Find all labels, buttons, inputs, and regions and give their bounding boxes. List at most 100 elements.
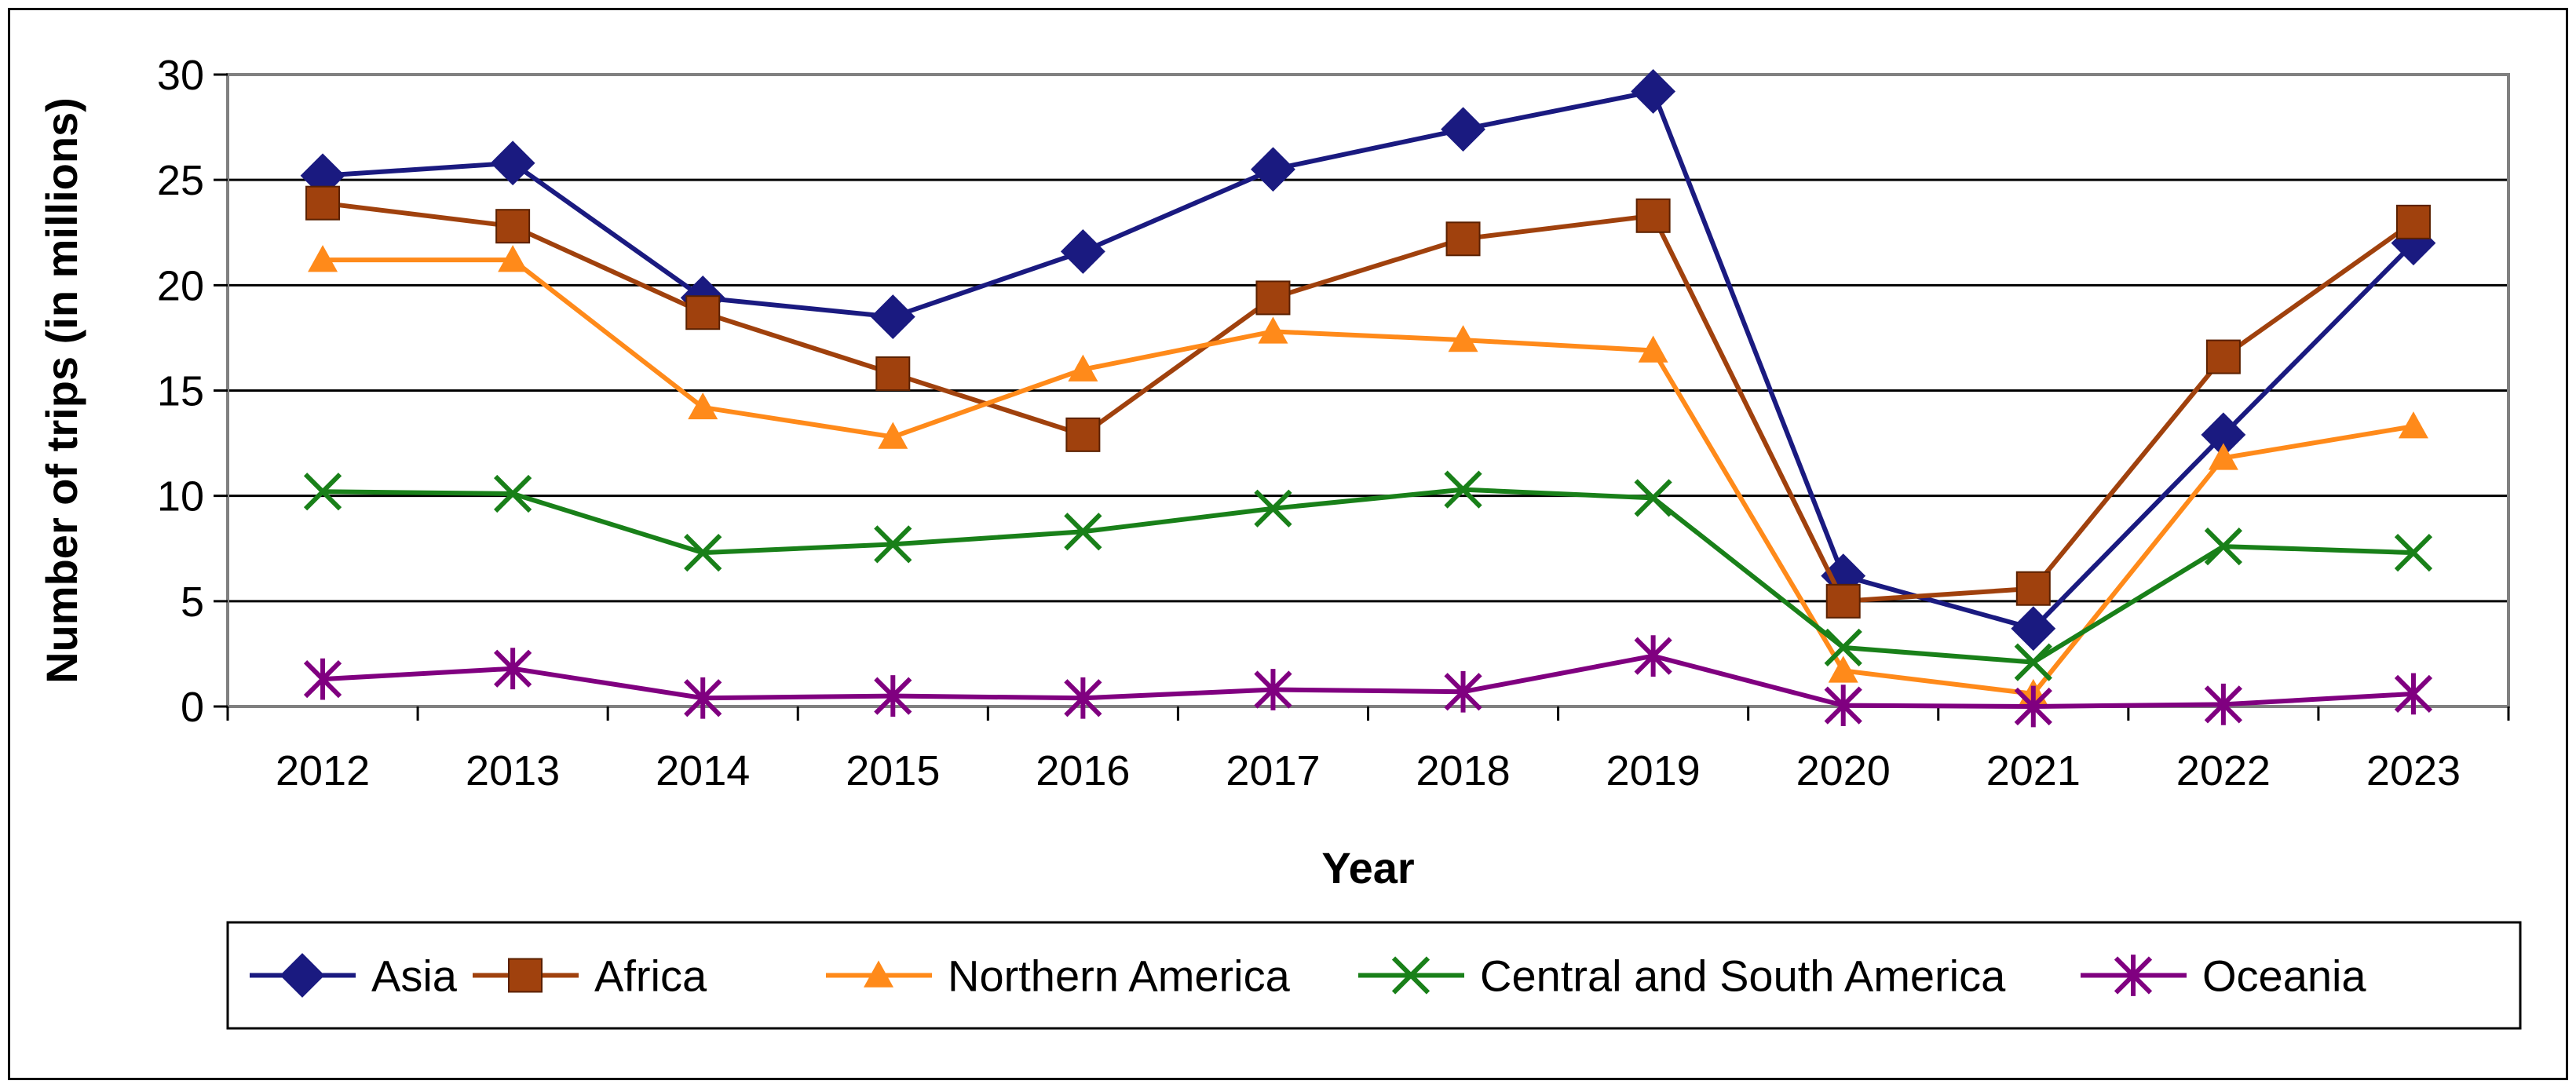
x-tick-label: 2015	[846, 747, 940, 794]
data-point-northern-america	[2398, 411, 2428, 439]
data-point-africa	[2015, 571, 2051, 606]
legend-item-central-and-south-america: Central and South America	[1358, 951, 2006, 1001]
data-point-central-and-south-america	[1444, 470, 1482, 509]
legend-swatch-marker	[2114, 955, 2153, 996]
data-point-northern-america	[2208, 443, 2238, 470]
data-point-oceania	[2394, 673, 2433, 715]
series-line-northern-america	[323, 257, 2414, 696]
data-point-central-and-south-america	[1634, 479, 1672, 517]
data-point-northern-america	[498, 245, 528, 272]
y-tick-label: 5	[181, 579, 204, 626]
data-point-oceania	[2014, 685, 2052, 728]
chart-frame	[8, 8, 2568, 1080]
data-point-asia	[1441, 107, 1485, 152]
data-point-northern-america	[1828, 655, 1858, 683]
legend-swatch-marker	[280, 953, 325, 998]
data-point-asia	[870, 294, 915, 339]
x-tick-label: 2020	[1796, 747, 1891, 794]
data-point-africa	[1635, 198, 1671, 233]
data-point-africa	[2205, 339, 2241, 374]
data-point-central-and-south-america	[2204, 527, 2243, 566]
y-tick-label: 0	[181, 684, 204, 731]
data-point-central-and-south-america	[494, 474, 532, 513]
data-point-central-and-south-america	[1064, 513, 1102, 551]
series-line-africa	[322, 200, 2415, 604]
data-point-africa	[1255, 280, 1291, 316]
x-tick-label: 2017	[1226, 747, 1320, 794]
legend-label: Central and South America	[1480, 951, 2006, 1001]
series-line-central-and-south-america	[323, 487, 2414, 665]
legend-label: Asia	[371, 951, 458, 1001]
series-central-and-south-america	[303, 470, 2433, 681]
series-oceania	[303, 635, 2433, 728]
x-tick-label: 2012	[276, 747, 370, 794]
x-tick-label: 2023	[2366, 747, 2461, 794]
data-point-northern-america	[308, 245, 338, 272]
data-point-asia	[1060, 228, 1105, 274]
data-point-oceania	[1064, 677, 1102, 719]
data-point-central-and-south-america	[2394, 533, 2433, 572]
data-point-oceania	[684, 677, 722, 719]
data-point-africa	[1445, 221, 1481, 257]
data-point-oceania	[1824, 685, 1862, 727]
y-tick-label: 25	[157, 157, 204, 204]
data-point-northern-america	[1258, 316, 1288, 344]
data-point-central-and-south-america	[303, 473, 342, 511]
legend-swatch-marker	[1391, 956, 1431, 995]
grid-lines	[228, 178, 2508, 603]
data-point-oceania	[2204, 683, 2243, 725]
data-point-oceania	[1254, 669, 1292, 710]
data-point-oceania	[1634, 635, 1672, 677]
x-tick-label: 2018	[1416, 747, 1510, 794]
data-point-central-and-south-america	[1254, 489, 1292, 528]
legend-label: Northern America	[948, 951, 1291, 1001]
y-tick-label: 10	[157, 473, 204, 520]
data-point-oceania	[1444, 670, 1482, 713]
x-tick-label: 2021	[1986, 747, 2081, 794]
legend-swatch-marker	[508, 958, 543, 993]
legend-label: Africa	[594, 951, 707, 1001]
data-point-africa	[1065, 417, 1101, 452]
data-point-oceania	[874, 675, 912, 717]
data-point-asia	[2011, 606, 2056, 652]
y-tick-label: 15	[157, 368, 204, 415]
x-tick-label: 2016	[1036, 747, 1130, 794]
data-point-central-and-south-america	[874, 525, 912, 564]
series-northern-america	[308, 245, 2428, 706]
legend-item-africa: Africa	[473, 951, 707, 1001]
data-point-asia	[1631, 69, 1676, 114]
data-point-africa	[1825, 583, 1861, 619]
data-point-africa	[305, 185, 341, 221]
data-point-central-and-south-america	[2014, 643, 2052, 681]
legend-item-asia: Asia	[250, 951, 458, 1001]
data-point-asia	[1251, 147, 1295, 192]
x-tick-label: 2014	[656, 747, 750, 794]
legend-swatch-marker	[864, 960, 893, 988]
data-point-oceania	[303, 658, 342, 700]
legend-label: Oceania	[2202, 951, 2366, 1001]
x-axis-title: Year	[1321, 843, 1414, 893]
legend-item-northern-america: Northern America	[826, 951, 1291, 1001]
data-point-northern-america	[1068, 354, 1098, 382]
data-point-africa	[875, 356, 911, 392]
data-point-central-and-south-america	[1824, 628, 1862, 666]
data-point-northern-america	[1638, 335, 1668, 363]
legend-items: Asia Africa Northern America Central and So…	[250, 951, 2366, 1001]
legend-item-oceania: Oceania	[2081, 951, 2366, 1001]
data-point-africa	[2395, 204, 2431, 239]
y-axis-title: Number of trips (in millions)	[37, 97, 86, 684]
data-point-northern-america	[878, 422, 908, 449]
data-point-asia	[490, 141, 535, 186]
series-africa	[305, 185, 2431, 619]
data-point-africa	[685, 295, 721, 330]
series-asia	[300, 69, 2436, 652]
x-tick-label: 2022	[2176, 747, 2271, 794]
x-axis-ticks: 2012 2013 2014 2015 2016 2017 2018 2019 2020 2021…	[226, 706, 2510, 794]
data-point-africa	[495, 209, 531, 244]
series-line-asia	[322, 89, 2416, 631]
y-tick-label: 20	[157, 262, 204, 309]
data-point-central-and-south-america	[684, 533, 722, 572]
data-point-northern-america	[1448, 325, 1478, 352]
y-tick-label: 30	[157, 52, 204, 99]
